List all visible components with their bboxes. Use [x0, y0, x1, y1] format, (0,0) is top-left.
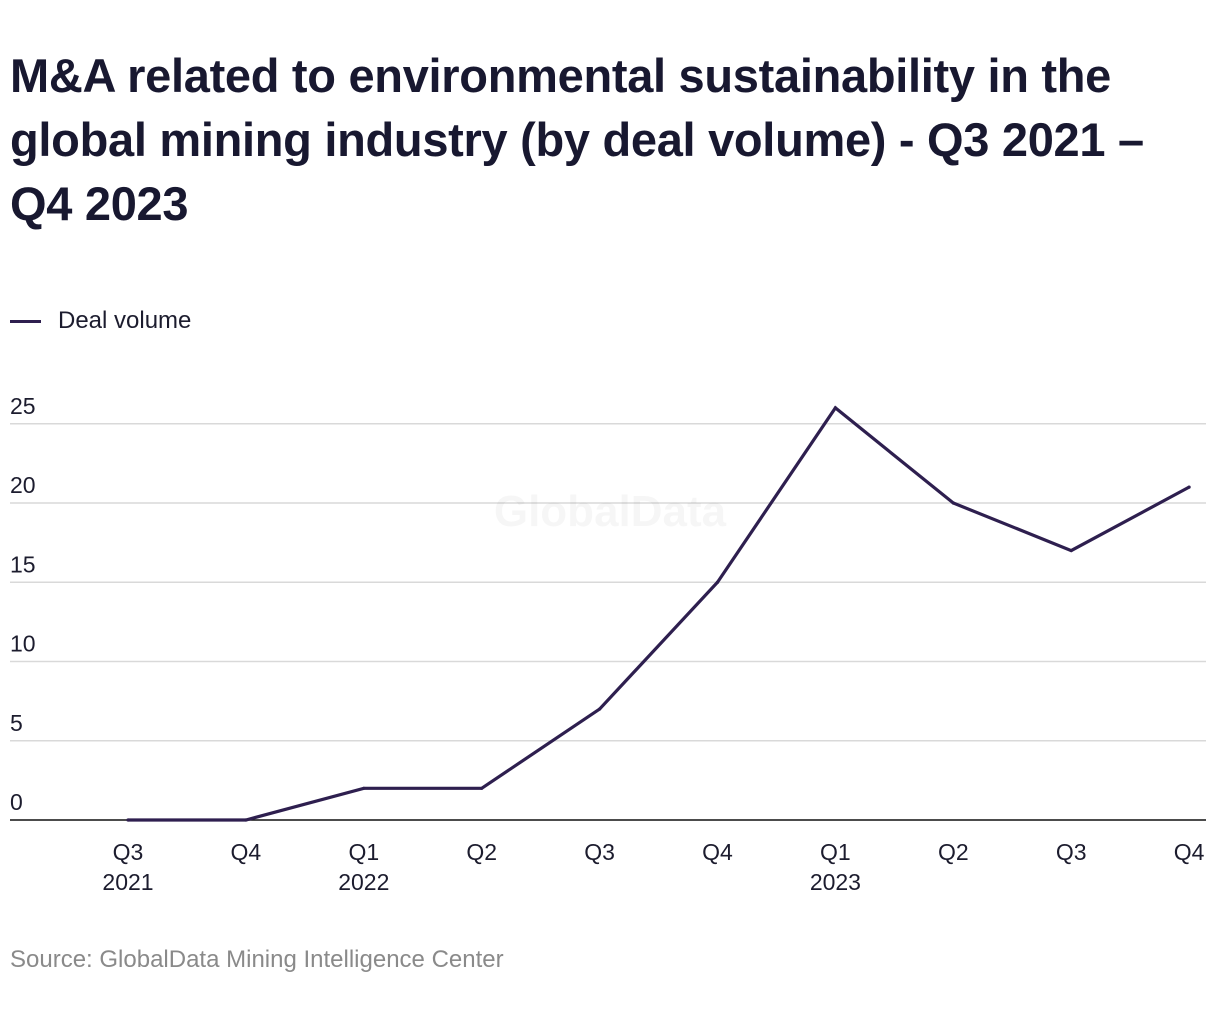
y-axis-ticks: 0 5 10 15 20 25 [10, 393, 36, 815]
x-tick-label: Q1 [820, 839, 851, 865]
x-tick-label: Q3 [113, 839, 144, 865]
x-tick-label: 2022 [338, 869, 389, 895]
data-point [244, 818, 248, 822]
legend-swatch [10, 319, 41, 323]
watermark-text: GlobalData [494, 487, 727, 536]
x-tick-label: 2023 [810, 869, 861, 895]
data-point [1187, 485, 1191, 489]
data-point [126, 818, 130, 822]
y-tick-label: 15 [10, 551, 36, 577]
legend: Deal volume [10, 306, 191, 336]
y-tick-label: 20 [10, 472, 36, 498]
data-point [598, 707, 602, 711]
series-line-deal-volume [128, 405, 1190, 822]
x-tick-label: Q4 [702, 839, 733, 865]
y-tick-label: 5 [10, 710, 23, 736]
series [126, 405, 1191, 822]
data-point [1069, 548, 1073, 553]
x-axis-ticks: Q3 2021 Q4 Q1 2022 Q2 Q3 Q4 Q1 2023 Q2 Q3 Q4 [102, 839, 1204, 895]
x-tick-label: Q3 [584, 839, 615, 865]
x-tick-label: Q4 [231, 839, 262, 865]
chart-title: M&A related to environmental sustainabil… [10, 49, 1144, 230]
x-tick-label: Q1 [348, 839, 379, 865]
x-tick-label: Q3 [1056, 839, 1087, 865]
x-tick-label: 2021 [102, 869, 153, 895]
data-point [833, 406, 838, 410]
y-tick-label: 25 [10, 393, 36, 419]
gridlines [10, 423, 1206, 742]
data-point [951, 501, 955, 505]
source-note: Source: GlobalData Mining Intelligence C… [10, 946, 504, 973]
x-tick-label: Q2 [466, 839, 497, 865]
data-point [715, 580, 720, 584]
data-point [362, 786, 366, 790]
x-tick-label: Q2 [938, 839, 969, 865]
y-tick-label: 0 [10, 789, 23, 815]
y-tick-label: 10 [10, 631, 36, 657]
data-point [480, 786, 484, 790]
x-tick-label: Q4 [1174, 839, 1205, 865]
legend-label: Deal volume [58, 307, 192, 334]
